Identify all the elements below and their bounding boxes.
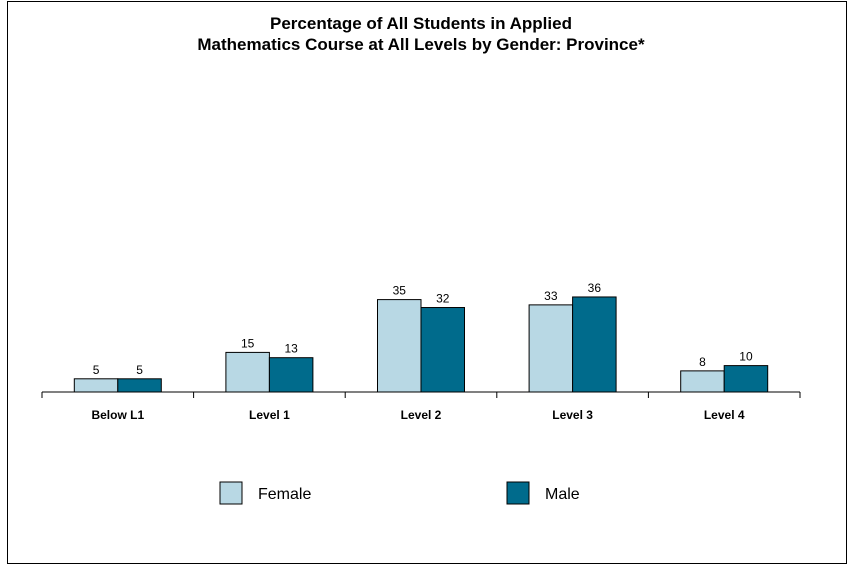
bar-male [420, 307, 465, 393]
chart-title-line-1: Percentage of All Students in Applied [270, 14, 572, 33]
legend-label-male: Male [545, 486, 580, 503]
bar-male [268, 357, 314, 393]
x-tick-label: Level 1 [249, 408, 290, 422]
x-tick-label: Level 2 [401, 408, 442, 422]
legend-label-female: Female [258, 486, 311, 503]
x-tick-label: Below L1 [91, 408, 144, 422]
bar-male [572, 296, 617, 393]
bar-female [73, 378, 119, 393]
data-label: 15 [241, 336, 255, 350]
bar-female [225, 351, 270, 393]
chart-frame [7, 1, 847, 564]
data-label: 33 [544, 289, 558, 303]
bar-female [528, 304, 574, 393]
bar-female [377, 299, 422, 393]
bar-male [117, 378, 162, 393]
data-label: 35 [393, 284, 407, 298]
bar-female [680, 370, 725, 393]
data-label: 13 [284, 342, 298, 356]
legend-swatch-female [219, 481, 243, 505]
legend-swatch-male [506, 481, 530, 505]
data-label: 5 [136, 363, 143, 377]
data-label: 36 [588, 281, 602, 295]
data-label: 5 [93, 363, 100, 377]
data-label: 8 [699, 355, 706, 369]
x-axis-ticks: Below L1 Level 1 Level 2 Level 3 Level 4 [41, 392, 801, 422]
bars-group: 5 5 15 13 35 32 33 36 8 10 [73, 281, 769, 393]
x-tick-label: Level 4 [704, 408, 745, 422]
data-label: 32 [436, 292, 450, 306]
x-tick-label: Level 3 [552, 408, 593, 422]
data-label: 10 [739, 350, 753, 364]
bar-male [723, 365, 769, 393]
legend: Female Male [219, 481, 580, 505]
chart-title-line-2: Mathematics Course at All Levels by Gend… [197, 35, 645, 54]
